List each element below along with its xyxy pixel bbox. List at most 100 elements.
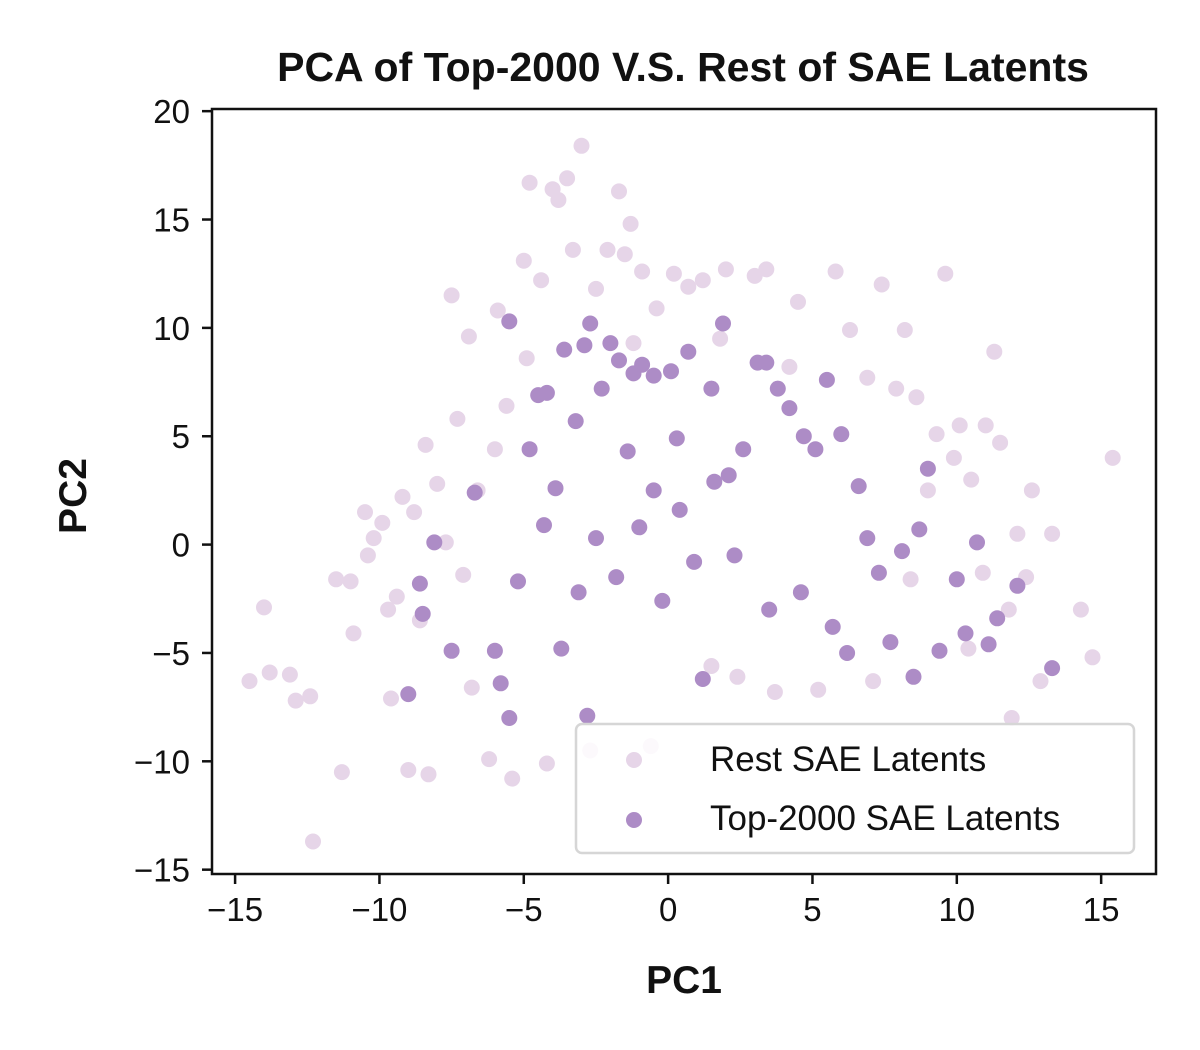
top-latent-point bbox=[645, 367, 662, 384]
top-latent-point bbox=[593, 380, 610, 397]
rest-latent-point bbox=[665, 265, 682, 282]
x-tick-label: 10 bbox=[938, 891, 975, 928]
top-latent-point bbox=[576, 337, 593, 354]
top-latent-point bbox=[807, 441, 824, 458]
rest-latent-point bbox=[599, 241, 616, 258]
rest-latent-point bbox=[790, 293, 806, 310]
rest-latent-point bbox=[865, 673, 882, 690]
rest-latent-point bbox=[746, 267, 763, 284]
rest-latent-point bbox=[992, 434, 1009, 451]
top-latent-point bbox=[611, 352, 627, 369]
top-latent-point bbox=[720, 467, 737, 484]
rest-latent-point bbox=[1072, 601, 1089, 618]
x-tick-label: 15 bbox=[1083, 891, 1120, 928]
top-latent-point bbox=[654, 592, 671, 609]
top-latent-point bbox=[839, 645, 856, 661]
x-tick-label: −10 bbox=[351, 891, 407, 928]
top-latent-point bbox=[1044, 660, 1061, 677]
rest-latent-point bbox=[1000, 601, 1017, 618]
top-latent-point bbox=[486, 642, 503, 659]
rest-latent-point bbox=[919, 482, 936, 499]
rest-latent-point bbox=[515, 252, 532, 269]
top-latent-point bbox=[1009, 577, 1026, 594]
y-tick-label: 20 bbox=[153, 93, 190, 130]
rest-latent-point bbox=[680, 278, 697, 295]
rest-latent-point bbox=[388, 588, 405, 605]
top-latent-point bbox=[501, 710, 518, 726]
top-latent-point bbox=[735, 441, 752, 458]
rest-latent-point bbox=[625, 335, 642, 352]
rest-latent-point bbox=[896, 322, 913, 338]
top-latent-point bbox=[859, 530, 876, 547]
top-latent-point bbox=[608, 569, 625, 586]
rest-latent-point bbox=[550, 192, 567, 208]
top-latent-point bbox=[556, 341, 573, 358]
rest-latent-point bbox=[518, 350, 535, 367]
top-latent-point bbox=[706, 473, 723, 490]
top-latent-point bbox=[680, 343, 697, 360]
top-latent-point bbox=[634, 356, 651, 373]
rest-latent-point bbox=[504, 770, 521, 787]
rest-latent-point bbox=[827, 263, 844, 280]
rest-latent-point bbox=[951, 417, 968, 434]
y-tick-label: −10 bbox=[134, 743, 190, 780]
rest-latent-point bbox=[766, 684, 783, 700]
rest-latent-point bbox=[888, 380, 905, 397]
rest-latent-point bbox=[455, 566, 472, 583]
rest-latent-point bbox=[533, 272, 550, 289]
legend-marker-top bbox=[626, 812, 642, 828]
rest-latent-point bbox=[1032, 673, 1049, 690]
legend-label-rest: Rest SAE Latents bbox=[710, 740, 986, 779]
legend-marker-rest bbox=[626, 752, 642, 768]
rest-latent-point bbox=[559, 170, 576, 187]
x-axis: −15 −10 −5 0 5 10 15 bbox=[207, 874, 1120, 928]
rest-latent-point bbox=[928, 426, 945, 443]
rest-latent-point bbox=[380, 601, 397, 618]
rest-latent-point bbox=[977, 417, 994, 434]
rest-latent-point bbox=[342, 573, 359, 590]
rest-latent-point bbox=[960, 640, 977, 657]
top-latent-point bbox=[948, 571, 965, 588]
x-tick-label: 5 bbox=[803, 891, 821, 928]
rest-latent-point bbox=[611, 183, 627, 200]
rest-latent-point bbox=[443, 287, 460, 304]
rest-latent-point bbox=[703, 658, 720, 674]
rest-latent-point bbox=[357, 504, 373, 521]
rest-latent-point bbox=[634, 263, 651, 280]
y-tick-label: 0 bbox=[172, 527, 190, 564]
top-latent-point bbox=[795, 428, 812, 445]
legend: Rest SAE Latents Top-2000 SAE Latents bbox=[574, 722, 1136, 855]
top-latent-point bbox=[686, 553, 703, 570]
top-latent-point bbox=[882, 634, 899, 651]
rest-latent-point bbox=[694, 272, 711, 289]
rest-latent-point bbox=[902, 571, 919, 588]
top-latent-point bbox=[792, 584, 809, 601]
rest-latent-point bbox=[463, 679, 480, 696]
x-axis-title: PC1 bbox=[646, 959, 722, 1002]
top-latent-point bbox=[536, 517, 552, 534]
top-latent-point bbox=[400, 686, 417, 703]
top-latent-point bbox=[466, 484, 483, 501]
rest-latent-point bbox=[945, 449, 962, 466]
top-latent-point bbox=[668, 430, 685, 447]
legend-box bbox=[574, 722, 1136, 855]
chart-title: PCA of Top-2000 V.S. Rest of SAE Latents bbox=[277, 44, 1089, 90]
rest-latent-point bbox=[406, 504, 423, 521]
top-latent-point bbox=[588, 530, 604, 547]
rest-latent-point bbox=[873, 276, 890, 293]
rest-latent-point bbox=[460, 328, 477, 345]
rest-latent-point bbox=[810, 681, 827, 698]
y-tick-label: −5 bbox=[152, 635, 190, 672]
y-tick-label: 10 bbox=[153, 310, 190, 347]
rest-latent-point bbox=[1023, 482, 1040, 499]
top-latent-point bbox=[758, 354, 775, 371]
rest-latent-point bbox=[400, 762, 417, 778]
rest-latent-point bbox=[712, 330, 729, 347]
top-latent-point bbox=[631, 519, 648, 536]
top-latent-point bbox=[894, 543, 910, 560]
rest-latent-point bbox=[333, 764, 350, 781]
top-latent-point bbox=[619, 443, 636, 460]
top-latent-point bbox=[671, 501, 688, 518]
rest-latent-point bbox=[963, 471, 980, 488]
